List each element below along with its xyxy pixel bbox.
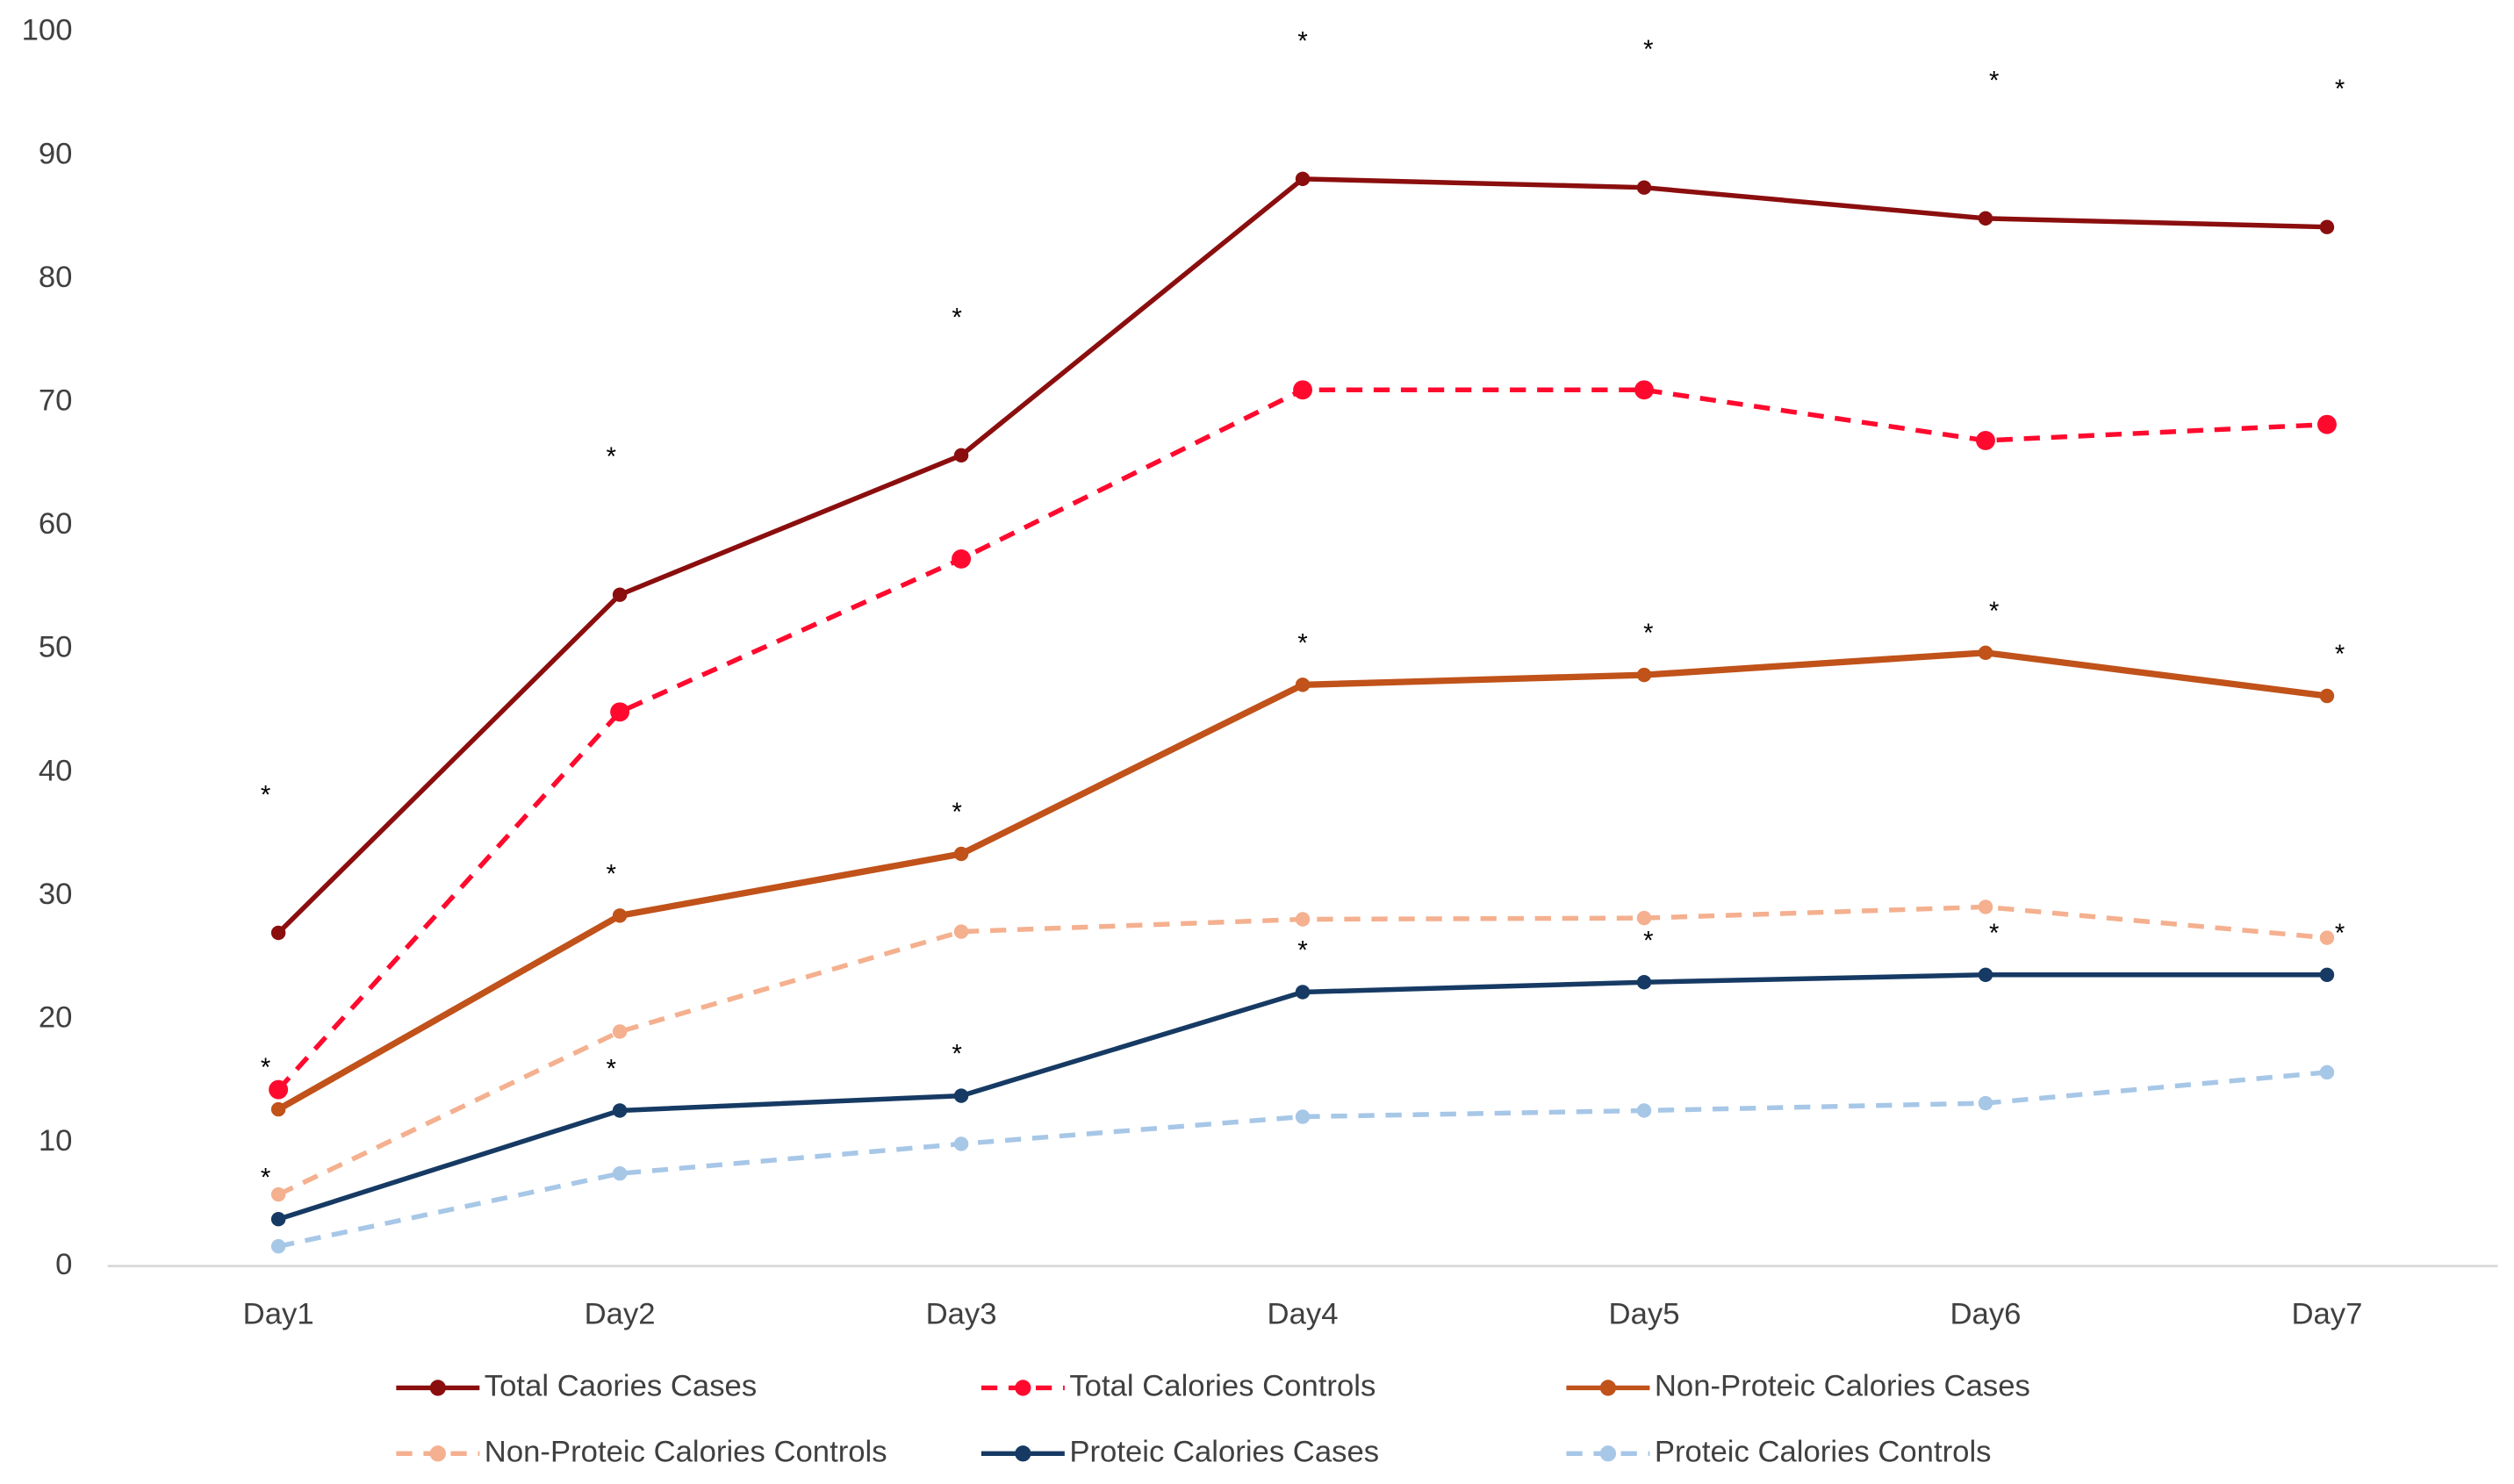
significance-mark: * — [1643, 36, 1653, 64]
data-point — [1978, 900, 1993, 914]
significance-mark: * — [2335, 920, 2345, 948]
y-tick-label: 0 — [55, 1248, 72, 1281]
x-tick-label: Day1 — [243, 1297, 314, 1330]
data-point — [1636, 910, 1652, 926]
data-point — [1976, 430, 1995, 450]
x-tick-label: Day5 — [1609, 1297, 1680, 1330]
legend-label: Proteic Calories Cases — [1069, 1435, 1379, 1468]
y-tick-label: 80 — [39, 261, 73, 294]
significance-mark: * — [2335, 75, 2345, 104]
series-line — [277, 176, 2328, 935]
y-tick-label: 60 — [39, 507, 73, 541]
x-tick-label: Day2 — [585, 1297, 656, 1330]
data-point — [1636, 667, 1652, 683]
y-tick-label: 10 — [39, 1124, 73, 1158]
y-tick-label: 50 — [39, 631, 73, 664]
data-point — [612, 908, 628, 923]
y-tick-label: 20 — [39, 1001, 73, 1035]
data-point — [612, 1024, 628, 1039]
data-point — [1293, 380, 1313, 400]
significance-mark: * — [952, 1041, 962, 1069]
data-point — [953, 448, 969, 463]
y-tick-label: 90 — [39, 137, 73, 170]
legend-label: Proteic Calories Controls — [1655, 1435, 1992, 1468]
data-point — [2319, 219, 2335, 234]
significance-mark: * — [261, 1164, 270, 1192]
legend-marker — [1015, 1445, 1031, 1462]
data-point — [1295, 985, 1311, 1000]
y-tick-label: 100 — [22, 14, 73, 47]
data-point — [612, 1165, 628, 1181]
significance-mark: * — [1297, 937, 1307, 965]
data-point — [2316, 414, 2337, 434]
legend-label: Non-Proteic Calories Cases — [1655, 1370, 2030, 1403]
data-point — [952, 548, 972, 569]
data-point — [270, 925, 286, 941]
data-point — [2319, 967, 2335, 983]
data-point — [1978, 645, 1993, 661]
data-point — [953, 846, 969, 862]
data-point — [2319, 930, 2335, 945]
significance-mark: * — [2335, 641, 2345, 669]
data-point — [270, 1186, 286, 1202]
legend-marker — [429, 1380, 446, 1396]
data-point — [1634, 380, 1654, 400]
data-point — [1295, 912, 1311, 927]
series-line — [277, 649, 2328, 1113]
x-tick-label: Day6 — [1950, 1297, 2021, 1330]
legend-label: Total Calories Controls — [1069, 1370, 1376, 1403]
data-point — [270, 1211, 286, 1227]
significance-mark: * — [1989, 920, 1999, 948]
significance-mark: * — [952, 304, 962, 332]
legend-marker — [1599, 1380, 1617, 1396]
data-point — [1636, 975, 1652, 990]
series-line — [277, 387, 2328, 1092]
y-tick-label: 30 — [39, 878, 73, 911]
significance-mark: * — [261, 1054, 270, 1082]
data-point — [953, 924, 969, 939]
legend-marker — [429, 1445, 446, 1462]
significance-mark: * — [607, 443, 616, 471]
data-point — [1978, 967, 1993, 983]
significance-mark: * — [607, 860, 616, 888]
legend-label: Total Caories Cases — [485, 1370, 757, 1403]
series-line — [277, 1070, 2328, 1249]
data-point — [1295, 171, 1311, 187]
significance-mark: * — [1297, 27, 1307, 55]
data-point — [953, 1088, 969, 1103]
significance-mark: * — [607, 1056, 616, 1084]
significance-mark: * — [952, 799, 962, 827]
data-point — [1295, 1109, 1311, 1124]
significance-mark: * — [1643, 927, 1653, 955]
legend-marker — [1599, 1445, 1617, 1462]
data-point — [1978, 211, 1993, 226]
data-point — [1295, 677, 1311, 692]
significance-mark: * — [261, 781, 270, 809]
data-point — [1636, 180, 1652, 195]
data-point — [612, 587, 628, 602]
legend-label: Non-Proteic Calories Controls — [485, 1435, 887, 1468]
y-tick-label: 70 — [39, 384, 73, 418]
data-point — [610, 702, 630, 722]
significance-mark: * — [1297, 629, 1307, 657]
significance-mark: * — [1989, 598, 1999, 626]
y-tick-label: 40 — [39, 754, 73, 787]
data-point — [953, 1136, 969, 1151]
data-point — [2319, 688, 2335, 704]
x-tick-label: Day3 — [926, 1297, 997, 1330]
data-point — [2319, 1065, 2335, 1080]
x-tick-label: Day7 — [2291, 1297, 2362, 1330]
x-tick-label: Day4 — [1268, 1297, 1339, 1330]
legend-marker — [1015, 1380, 1031, 1396]
significance-mark: * — [1643, 620, 1653, 648]
significance-mark: * — [1989, 67, 1999, 95]
data-point — [270, 1238, 286, 1254]
data-point — [1978, 1095, 1993, 1111]
data-point — [270, 1101, 286, 1117]
data-point — [612, 1103, 628, 1118]
data-point — [1636, 1103, 1652, 1118]
data-point — [269, 1079, 289, 1100]
